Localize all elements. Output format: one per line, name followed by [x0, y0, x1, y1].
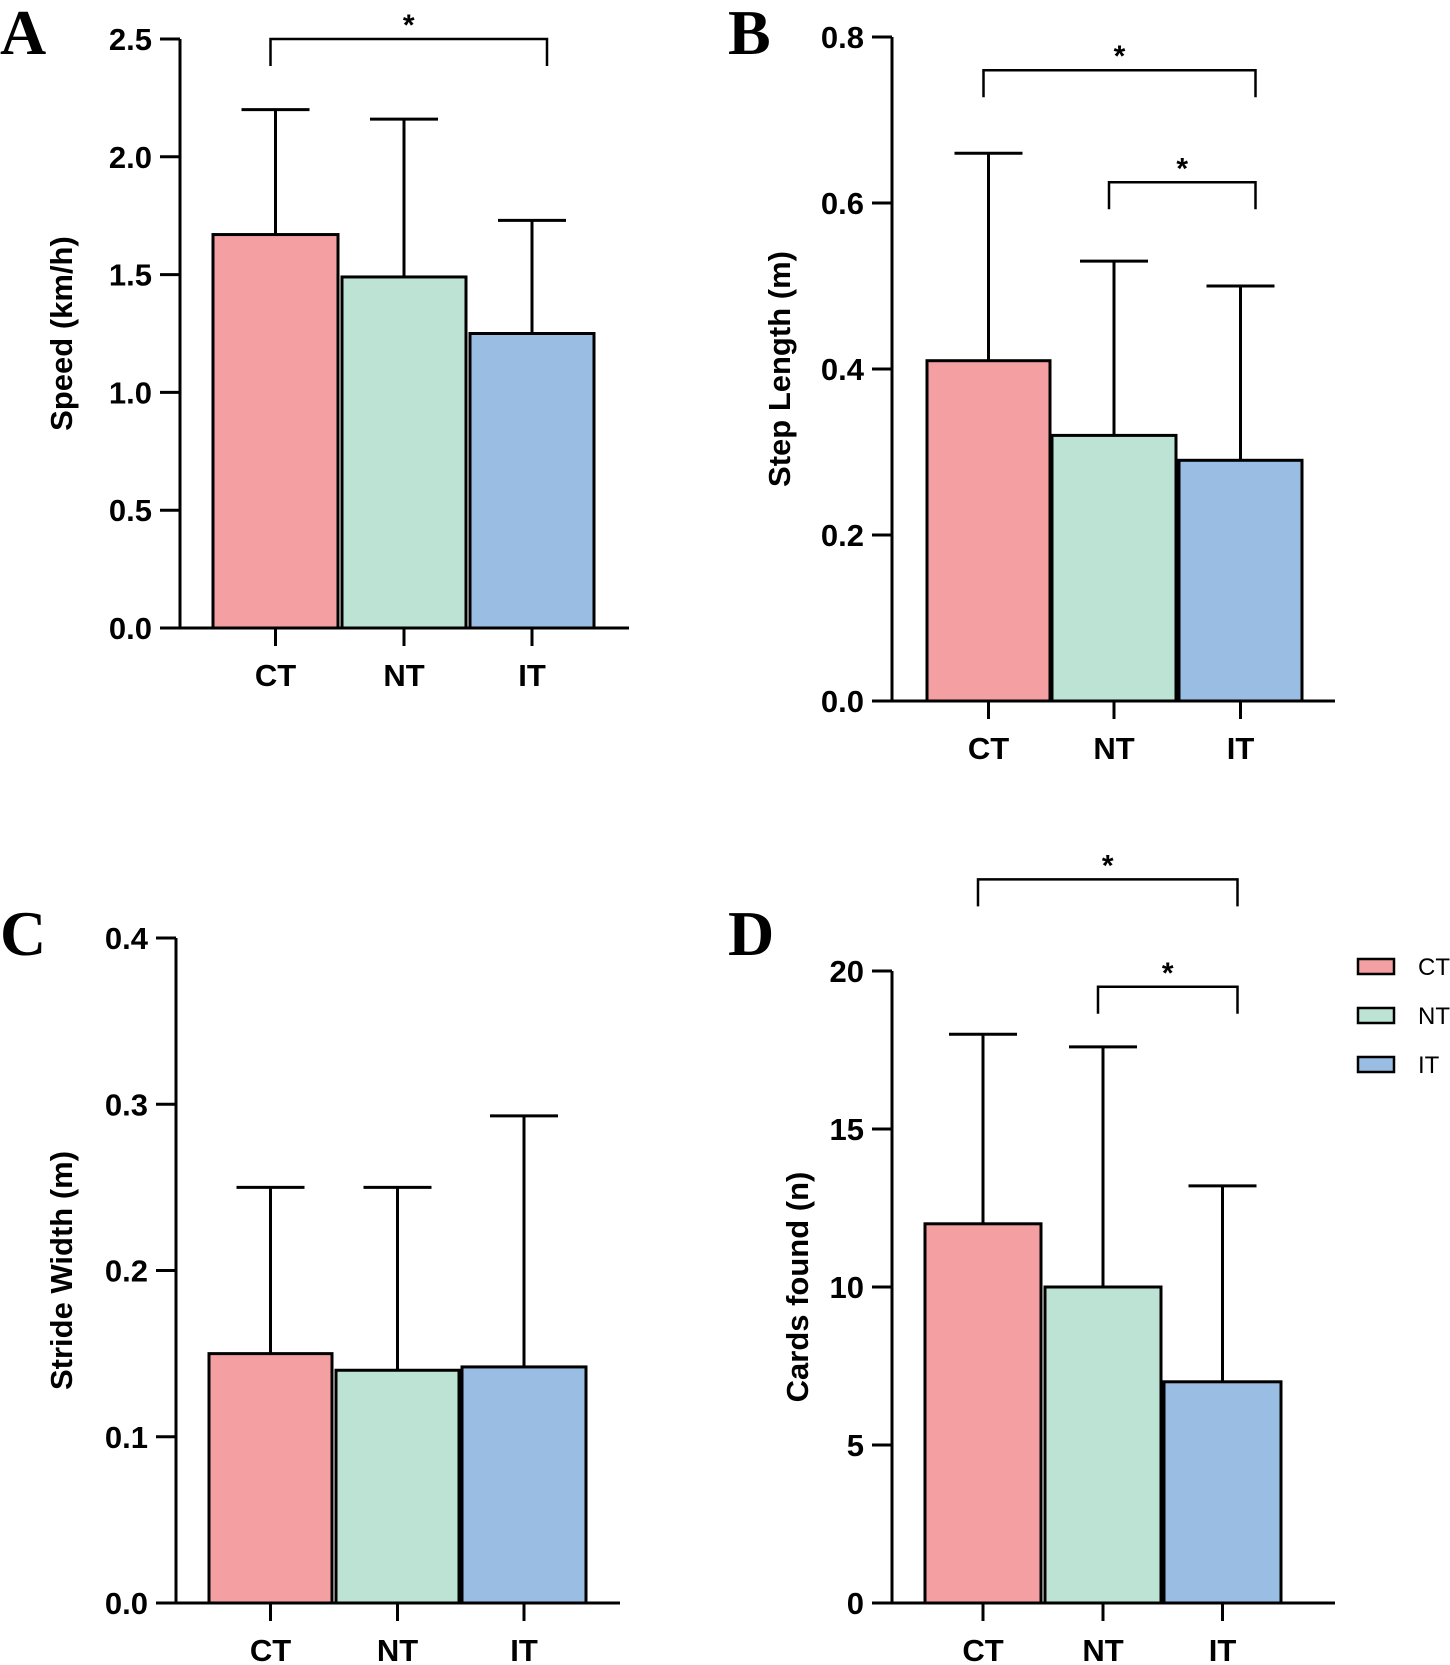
y-tick-label: 0 [847, 1586, 864, 1621]
bar-CT [923, 1222, 1043, 1605]
y-axis-label: Speed (km/h) [44, 236, 79, 431]
y-axis-label: Step Length (m) [762, 251, 797, 487]
legend-swatch-NT [1356, 1006, 1396, 1025]
x-tick-label: IT [1227, 731, 1255, 766]
significance-star: * [1176, 152, 1188, 185]
bar-CT [211, 233, 340, 630]
y-tick-label: 1.0 [109, 375, 152, 410]
bar-CT [207, 1352, 334, 1605]
y-tick-label: 0.0 [109, 611, 152, 646]
x-tick-label: IT [518, 658, 546, 693]
panel-letter: D [728, 898, 774, 969]
bar-NT [340, 275, 468, 630]
significance-bracket [1096, 985, 1239, 1014]
y-tick-label: 0.4 [105, 921, 149, 956]
x-tick-label: NT [1093, 731, 1134, 766]
y-tick-label: 0.4 [821, 352, 865, 387]
bar-IT [460, 1365, 588, 1605]
x-tick-label: NT [383, 658, 424, 693]
bar-IT [1162, 1380, 1283, 1605]
y-tick-label: 1.5 [109, 258, 152, 293]
panel-B: B 0.0 0.2 0.4 0.6 0.8 Step Length (m) CT NT IT * * [728, 0, 1335, 766]
bar-NT [334, 1368, 461, 1605]
y-tick-label: 20 [830, 954, 864, 989]
x-tick-label: NT [377, 1633, 418, 1665]
panel-letter: A [0, 0, 46, 68]
y-tick-label: 2.5 [109, 22, 152, 57]
significance-bracket [982, 68, 1257, 98]
y-tick-label: 0.2 [821, 518, 864, 553]
bar-NT [1050, 433, 1178, 703]
significance-bracket [269, 37, 549, 66]
y-tick-label: 0.5 [109, 493, 152, 528]
x-tick-label: IT [1209, 1633, 1237, 1665]
x-tick-label: CT [962, 1633, 1003, 1665]
y-tick-label: 0.6 [821, 186, 864, 221]
significance-star: * [1114, 40, 1126, 73]
y-tick-label: 0.8 [821, 20, 864, 55]
panel-C: C 0.0 0.1 0.2 0.3 0.4 Stride Width (m) CT NT IT [0, 898, 620, 1665]
y-axis-label: Stride Width (m) [44, 1151, 79, 1390]
x-tick-label: CT [255, 658, 296, 693]
y-tick-label: 5 [847, 1428, 864, 1463]
bar-IT [1177, 458, 1304, 703]
panel-letter: B [728, 0, 771, 68]
y-tick-label: 0.1 [105, 1420, 148, 1455]
panel-A: A 0.0 0.5 1.0 1.5 2.0 2.5 Speed (km/h) CT NT IT * [0, 0, 629, 693]
y-axis-label: Cards found (n) [780, 1172, 815, 1403]
x-tick-label: CT [968, 731, 1009, 766]
legend-label: CT [1418, 954, 1450, 981]
panel-letter: C [0, 898, 46, 969]
legend-label: IT [1418, 1052, 1440, 1079]
y-tick-label: 0.3 [105, 1087, 148, 1122]
significance-star: * [1162, 957, 1174, 990]
x-tick-label: NT [1082, 1633, 1123, 1665]
significance-bracket [976, 878, 1239, 907]
significance-star: * [1102, 849, 1114, 882]
y-tick-label: 0.0 [105, 1586, 148, 1621]
significance-bracket [1107, 181, 1257, 210]
x-tick-label: IT [510, 1633, 538, 1665]
bar-CT [925, 359, 1052, 703]
legend-label: NT [1418, 1003, 1450, 1030]
bar-NT [1043, 1285, 1163, 1605]
legend-swatch-CT [1356, 957, 1396, 976]
y-tick-label: 15 [830, 1112, 864, 1147]
legend: CT NT IT [1356, 954, 1450, 1079]
y-tick-label: 0.2 [105, 1254, 148, 1289]
panel-D: D 0 5 10 15 20 Cards found (n) CT NT IT * * [728, 849, 1335, 1665]
legend-swatch-IT [1356, 1055, 1396, 1074]
bar-IT [468, 332, 596, 630]
y-tick-label: 0.0 [821, 684, 864, 719]
significance-star: * [403, 9, 415, 42]
y-tick-label: 10 [830, 1270, 864, 1305]
x-tick-label: CT [250, 1633, 291, 1665]
y-tick-label: 2.0 [109, 140, 152, 175]
